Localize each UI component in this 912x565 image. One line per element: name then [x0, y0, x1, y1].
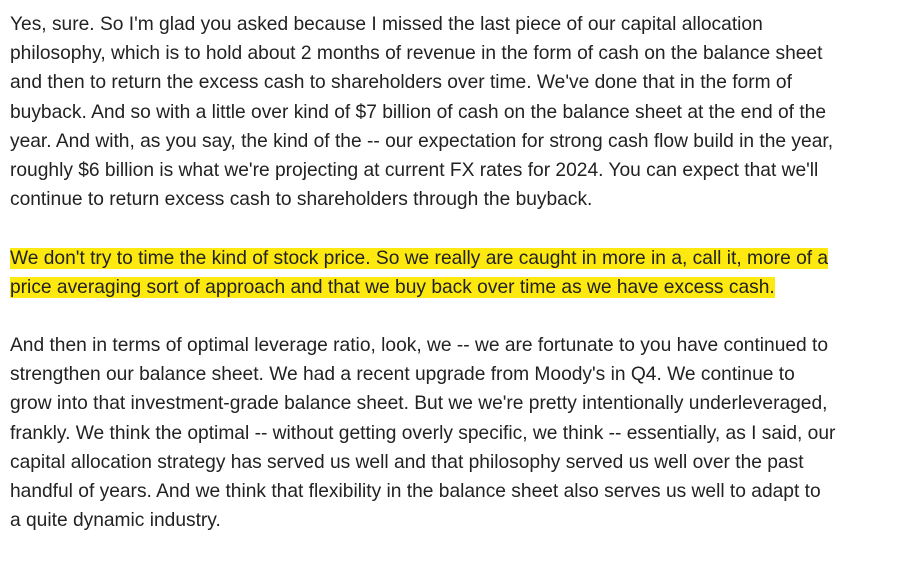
text-line: capital allocation strategy has served u… — [10, 451, 804, 473]
text-line: Yes, sure. So I'm glad you asked because… — [10, 14, 763, 35]
text-line: strengthen our balance sheet. We had a r… — [10, 364, 795, 386]
document-body: Yes, sure. So I'm glad you asked because… — [10, 10, 906, 565]
text-line: philosophy, which is to hold about 2 mon… — [10, 43, 823, 65]
paragraph-capital-allocation: Yes, sure. So I'm glad you asked because… — [10, 10, 906, 214]
text-line: a quite dynamic industry. — [10, 510, 221, 532]
text-line: continue to return excess cash to shareh… — [10, 189, 593, 211]
highlighted-text-line: price averaging sort of approach and tha… — [10, 276, 775, 298]
highlighted-paragraph: We don't try to time the kind of stock p… — [10, 244, 906, 302]
text-line: year. And with, as you say, the kind of … — [10, 130, 834, 152]
text-line: roughly $6 billion is what we're project… — [10, 159, 819, 181]
highlighted-text-line: We don't try to time the kind of stock p… — [10, 247, 829, 269]
text-line: and then to return the excess cash to sh… — [10, 72, 792, 94]
paragraph-leverage-ratio: And then in terms of optimal leverage ra… — [10, 331, 906, 535]
text-line: grow into that investment-grade balance … — [10, 393, 828, 415]
text-line: handful of years. And we think that flex… — [10, 481, 821, 502]
text-line: And then in terms of optimal leverage ra… — [10, 335, 829, 357]
text-line: frankly. We think the optimal -- without… — [10, 422, 836, 444]
text-line: buyback. And so with a little over kind … — [10, 101, 827, 123]
